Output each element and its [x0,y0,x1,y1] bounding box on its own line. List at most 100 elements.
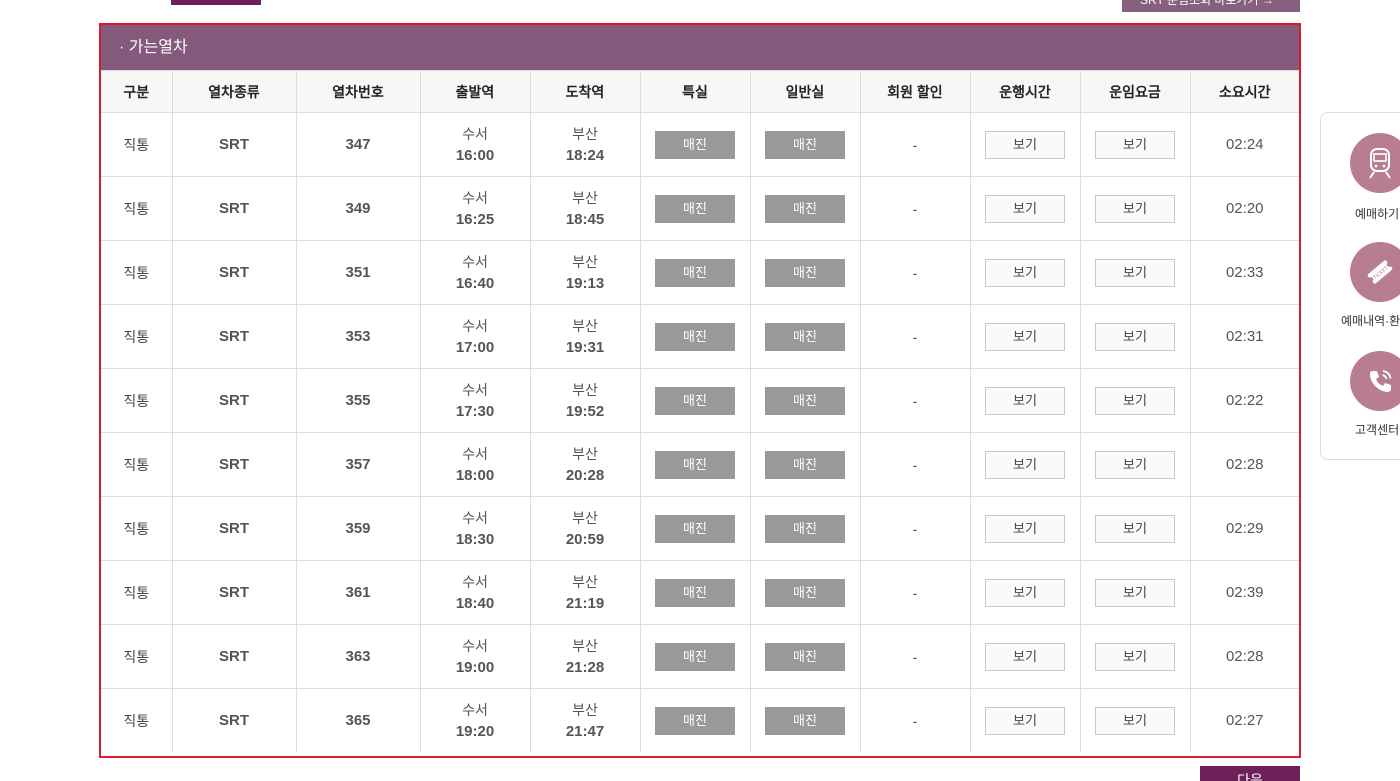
schedule-view-button[interactable]: 보기 [985,194,1065,223]
cell-member-discount: - [860,496,971,561]
standard-class-soldout-button[interactable]: 매진 [765,194,845,223]
fare-view-button[interactable]: 보기 [1095,386,1175,415]
table-row: 직통 SRT 365 수서 19:20 부산 21:47 매진 매진 - 보기 보기 02:27 [101,688,1299,752]
cell-arrival: 부산 21:47 [530,688,641,752]
cell-schedule: 보기 [970,368,1081,433]
first-class-soldout-button[interactable]: 매진 [655,450,735,479]
standard-class-soldout-button[interactable]: 매진 [765,386,845,415]
fare-view-button[interactable]: 보기 [1095,258,1175,287]
column-header-member-discount: 회원 할인 [860,70,971,113]
schedule-view-button[interactable]: 보기 [985,386,1065,415]
standard-class-soldout-button[interactable]: 매진 [765,514,845,543]
cell-schedule: 보기 [970,496,1081,561]
cell-schedule: 보기 [970,112,1081,177]
fare-view-button[interactable]: 보기 [1095,514,1175,543]
first-class-soldout-button[interactable]: 매진 [655,706,735,735]
standard-class-soldout-button[interactable]: 매진 [765,258,845,287]
cell-duration: 02:28 [1190,624,1299,689]
departure-station: 수서 [462,125,488,142]
standard-class-soldout-button[interactable]: 매진 [765,642,845,671]
standard-class-soldout-button[interactable]: 매진 [765,130,845,159]
schedule-view-button[interactable]: 보기 [985,578,1065,607]
cell-category: 직통 [101,240,173,305]
fare-view-button[interactable]: 보기 [1095,322,1175,351]
schedule-view-button[interactable]: 보기 [985,706,1065,735]
cell-first-class: 매진 [640,688,751,752]
fare-lookup-button[interactable]: SRT 운임조회 바로가기 → [1122,0,1300,12]
departure-time: 16:25 [455,210,495,228]
departure-station: 수서 [462,253,488,270]
panel-title: · 가는열차 [101,25,1299,70]
cell-first-class: 매진 [640,368,751,433]
cell-fare: 보기 [1080,688,1191,752]
first-class-soldout-button[interactable]: 매진 [655,514,735,543]
table-row: 직통 SRT 361 수서 18:40 부산 21:19 매진 매진 - 보기 보기 02:39 [101,560,1299,625]
first-class-soldout-button[interactable]: 매진 [655,258,735,287]
first-class-soldout-button[interactable]: 매진 [655,322,735,351]
standard-class-soldout-button[interactable]: 매진 [765,450,845,479]
departure-time: 16:40 [455,274,495,292]
schedule-view-button[interactable]: 보기 [985,642,1065,671]
cell-train-type: SRT [172,496,297,561]
cell-train-number: 365 [296,688,421,752]
schedule-view-button[interactable]: 보기 [985,514,1065,543]
cell-duration: 02:31 [1190,304,1299,369]
first-class-soldout-button[interactable]: 매진 [655,194,735,223]
first-class-soldout-button[interactable]: 매진 [655,386,735,415]
fare-view-button[interactable]: 보기 [1095,130,1175,159]
quick-menu-booking-label: 예매하기 [1355,207,1400,221]
cell-arrival: 부산 21:19 [530,560,641,625]
departure-station: 수서 [462,637,488,654]
schedule-view-button[interactable]: 보기 [985,450,1065,479]
cell-duration: 02:33 [1190,240,1299,305]
first-class-soldout-button[interactable]: 매진 [655,578,735,607]
top-tab-active[interactable] [171,0,261,5]
train-icon[interactable] [1350,133,1400,193]
cell-duration: 02:28 [1190,432,1299,497]
cell-first-class: 매진 [640,624,751,689]
schedule-view-button[interactable]: 보기 [985,322,1065,351]
cell-schedule: 보기 [970,432,1081,497]
cell-member-discount: - [860,368,971,433]
arrival-time: 18:45 [565,210,605,228]
column-header-standard-class: 일반실 [750,70,861,113]
fare-view-button[interactable]: 보기 [1095,450,1175,479]
fare-view-button[interactable]: 보기 [1095,642,1175,671]
cell-category: 직통 [101,688,173,752]
arrival-station: 부산 [572,701,598,718]
standard-class-soldout-button[interactable]: 매진 [765,706,845,735]
cell-member-discount: - [860,112,971,177]
ticket-icon[interactable]: TICKET [1350,242,1400,302]
quick-menu-customer-center-label: 고객센터 [1355,423,1400,437]
phone-icon[interactable] [1350,351,1400,411]
schedule-view-button[interactable]: 보기 [985,258,1065,287]
fare-view-button[interactable]: 보기 [1095,578,1175,607]
cell-standard-class: 매진 [750,624,861,689]
cell-fare: 보기 [1080,432,1191,497]
cell-train-number: 347 [296,112,421,177]
standard-class-soldout-button[interactable]: 매진 [765,322,845,351]
next-page-button-label: 다음 [1237,772,1263,781]
first-class-soldout-button[interactable]: 매진 [655,130,735,159]
next-page-button[interactable]: 다음 [1200,766,1300,781]
cell-departure: 수서 18:30 [420,496,531,561]
cell-train-type: SRT [172,304,297,369]
cell-category: 직통 [101,496,173,561]
cell-train-type: SRT [172,624,297,689]
cell-member-discount: - [860,560,971,625]
cell-train-number: 351 [296,240,421,305]
cell-schedule: 보기 [970,560,1081,625]
fare-view-button[interactable]: 보기 [1095,706,1175,735]
first-class-soldout-button[interactable]: 매진 [655,642,735,671]
standard-class-soldout-button[interactable]: 매진 [765,578,845,607]
fare-view-button[interactable]: 보기 [1095,194,1175,223]
arrival-time: 20:59 [565,530,605,548]
cell-first-class: 매진 [640,240,751,305]
cell-member-discount: - [860,176,971,241]
arrival-time: 18:24 [565,146,605,164]
table-header-row: 구분 열차종류 열차번호 출발역 도착역 특실 일반실 회원 할인 운행시간 운… [101,70,1299,113]
cell-fare: 보기 [1080,112,1191,177]
cell-fare: 보기 [1080,496,1191,561]
schedule-view-button[interactable]: 보기 [985,130,1065,159]
cell-arrival: 부산 18:24 [530,112,641,177]
